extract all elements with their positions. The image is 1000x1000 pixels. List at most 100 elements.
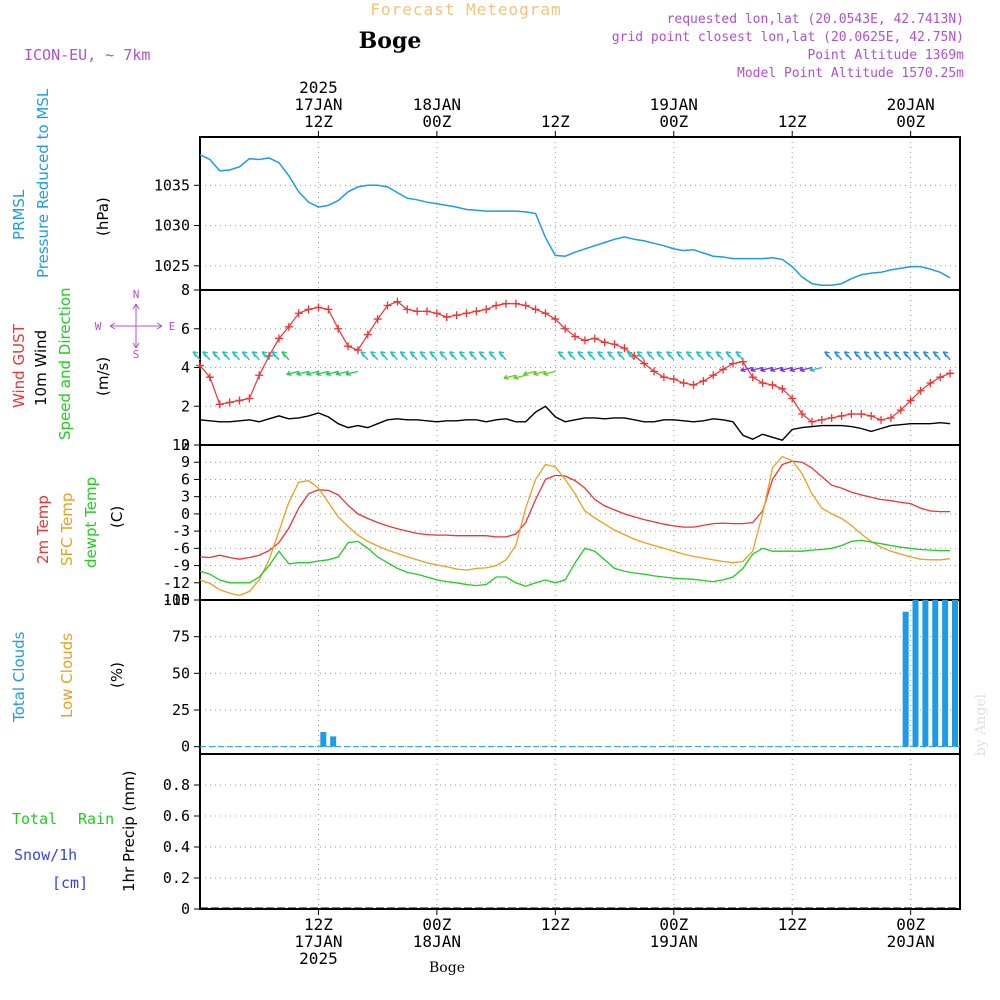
bottom-time-label: 12Z (778, 915, 807, 934)
gust-marker (916, 386, 925, 395)
wind-direction-arrow (399, 351, 408, 361)
cloud-bar (942, 600, 949, 747)
y-tick-label: -6 (172, 539, 190, 557)
gust-marker (255, 371, 264, 380)
requested-coords: requested lon,lat (20.0543E, 42.7413N) (667, 12, 964, 27)
bottom-time-label: 19JAN (650, 932, 698, 951)
y-tick-label: 0.4 (163, 838, 190, 856)
wind-direction-arrow (903, 351, 912, 361)
gust-marker (245, 394, 254, 403)
y-tick-label: 9 (181, 453, 190, 471)
gust-marker (442, 313, 451, 322)
gust-marker (452, 311, 461, 320)
gust-marker (807, 417, 816, 426)
cloud-legend-label: Low Clouds (58, 633, 76, 718)
gust-marker (659, 373, 668, 382)
gust-marker (501, 299, 510, 308)
cloud-unit-label: (%) (108, 662, 126, 688)
gust-marker (205, 373, 214, 382)
temp-sfc-line (199, 455, 951, 597)
wind-direction-arrow (685, 351, 695, 361)
wind-direction-arrow (335, 370, 349, 377)
gust-marker (817, 415, 826, 424)
wind-direction-arrow (597, 351, 606, 361)
wind-legend-label: Wind GUST (10, 323, 28, 408)
wind-direction-arrow (750, 366, 763, 373)
gust-marker (363, 330, 372, 339)
gust-marker (571, 332, 580, 341)
gust-marker (778, 384, 787, 393)
bottom-time-label: 18JAN (413, 932, 461, 951)
pressure-line (199, 154, 951, 286)
wind-speed-line (199, 405, 951, 441)
wind-direction-arrow (325, 370, 339, 377)
precip-legend-label: Rain (78, 810, 114, 828)
y-tick-label: 0 (181, 738, 190, 756)
wind-direction-arrow (389, 351, 398, 361)
temp-legend-label: 2m Temp (34, 495, 52, 564)
wind-gust-line (199, 300, 951, 423)
bottom-time-label: 00Z (422, 915, 451, 934)
gust-marker (225, 398, 234, 407)
wind-direction-arrow (883, 351, 892, 361)
bottom-time-label: 2025 (299, 949, 338, 968)
y-tick-label: 0.2 (163, 869, 190, 887)
wind-direction-arrow (281, 351, 290, 361)
gust-marker (294, 309, 303, 318)
gust-marker (877, 415, 886, 424)
gust-marker (393, 297, 402, 306)
panel-frame (199, 599, 961, 755)
model-label: ICON-EU, ~ 7km (24, 46, 150, 64)
gust-marker (541, 309, 550, 318)
gust-marker (373, 315, 382, 324)
top-time-label: 00Z (896, 112, 925, 131)
panel-frame (199, 753, 961, 910)
wind-direction-arrow (241, 351, 250, 361)
bottom-time-label: 17JAN (294, 932, 342, 951)
cloud-bar (320, 732, 327, 747)
gust-marker (837, 411, 846, 420)
gust-marker (798, 410, 807, 418)
gust-marker (788, 394, 797, 403)
temp-unit-label: (C) (108, 506, 126, 528)
gust-marker (482, 305, 491, 314)
top-time-label: 2025 (299, 78, 338, 97)
wind-direction-arrow (532, 370, 546, 377)
gust-marker (699, 377, 708, 386)
top-time-label: 12Z (541, 112, 570, 131)
y-tick-label: 0 (181, 900, 190, 918)
precip-unit-label: 1hr Precip (mm) (120, 771, 138, 892)
bottom-time-label: 00Z (659, 915, 688, 934)
gust-marker (353, 346, 362, 355)
panel-clouds: 0 25 50 75 100 (163, 591, 961, 756)
wind-direction-arrow (315, 370, 329, 377)
gust-marker (462, 309, 471, 318)
point-altitude: Point Altitude 1369m (807, 48, 964, 63)
y-tick-label: -15 (163, 591, 190, 609)
y-tick-label: 0 (181, 505, 190, 523)
bottom-time-label: 12Z (541, 915, 570, 934)
wind-direction-arrow (251, 351, 260, 361)
gust-marker (709, 371, 718, 380)
gust-marker (561, 324, 570, 333)
y-tick-label: 0.6 (163, 807, 190, 825)
model-altitude: Model Point Altitude 1570.25m (737, 66, 964, 81)
top-time-label: 00Z (659, 112, 688, 131)
wind-direction-arrow (488, 351, 497, 361)
bottom-time-label: 12Z (304, 915, 333, 934)
wind-direction-arrow (419, 351, 428, 361)
y-tick-label: 1025 (154, 257, 190, 275)
gust-marker (650, 367, 659, 376)
gust-marker (235, 396, 244, 405)
wind-direction-arrow (666, 351, 675, 361)
gust-marker (551, 315, 560, 324)
gust-marker (926, 379, 935, 387)
gust-marker (344, 342, 353, 351)
gust-marker (748, 373, 757, 382)
wind-direction-arrow (646, 351, 655, 361)
gust-marker (857, 410, 866, 418)
gust-marker (847, 410, 856, 418)
wind-direction-arrow (932, 351, 941, 361)
